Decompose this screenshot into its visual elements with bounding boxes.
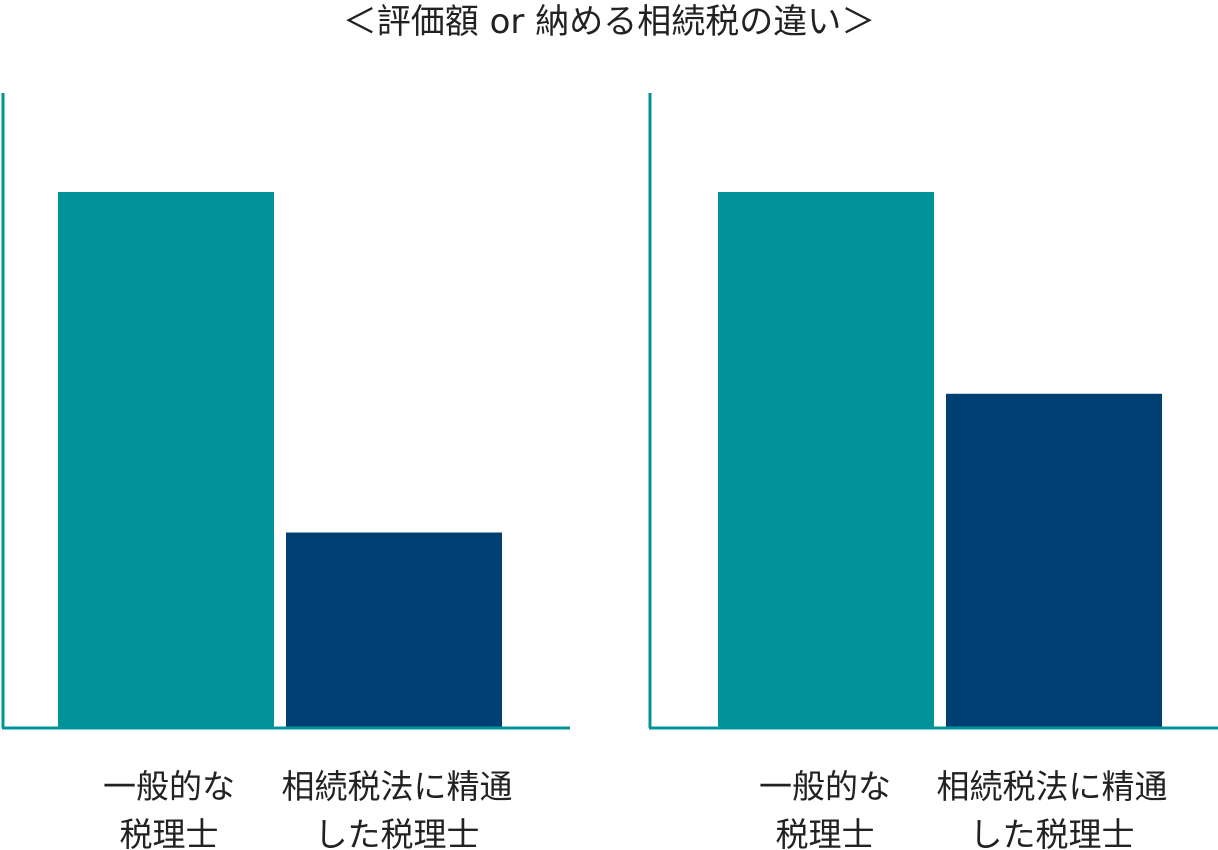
category-label-line: した税理士: [315, 815, 480, 850]
category-label-expert: 相続税法に精通した税理士: [282, 767, 513, 850]
category-label-line: 一般的な: [759, 767, 891, 806]
category-label-general: 一般的な税理士: [759, 767, 891, 850]
category-label-line: 相続税法に精通: [937, 767, 1168, 806]
category-label-line: 税理士: [776, 815, 875, 850]
bar-inheritance-expert-tax-accountant: [286, 532, 502, 728]
category-label-line: 相続税法に精通: [282, 767, 513, 806]
category-label-general: 一般的な税理士: [103, 767, 235, 850]
bar-general-tax-accountant: [58, 192, 274, 728]
bar-general-tax-accountant: [718, 192, 934, 728]
category-label-line: 税理士: [120, 815, 219, 850]
category-label-line: した税理士: [970, 815, 1135, 850]
category-label-line: 一般的な: [103, 767, 235, 806]
category-label-expert: 相続税法に精通した税理士: [937, 767, 1168, 850]
chart-title: ＜評価額 or 納める相続税の違い＞: [342, 2, 876, 42]
bar-inheritance-expert-tax-accountant: [946, 393, 1162, 728]
